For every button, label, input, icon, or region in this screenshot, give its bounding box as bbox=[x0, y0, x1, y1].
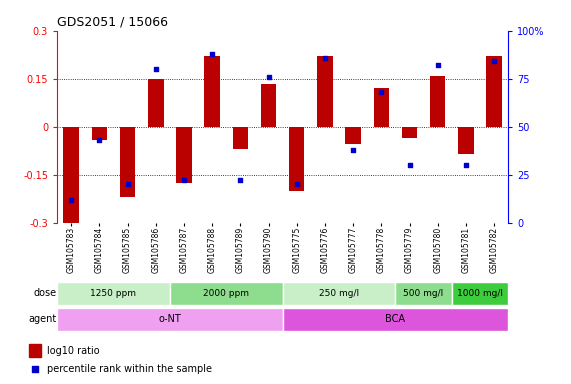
Point bbox=[151, 66, 160, 72]
Bar bbox=[91, 127, 107, 139]
Bar bbox=[63, 127, 79, 223]
Text: 500 mg/l: 500 mg/l bbox=[404, 289, 444, 298]
FancyBboxPatch shape bbox=[57, 281, 170, 305]
FancyBboxPatch shape bbox=[452, 281, 508, 305]
Text: dose: dose bbox=[34, 288, 57, 298]
Point bbox=[67, 197, 76, 203]
Point bbox=[377, 89, 386, 95]
FancyBboxPatch shape bbox=[57, 308, 283, 331]
FancyBboxPatch shape bbox=[283, 281, 395, 305]
Point bbox=[123, 181, 132, 187]
Point bbox=[348, 147, 357, 153]
Bar bbox=[402, 127, 417, 138]
Point bbox=[292, 181, 301, 187]
Point bbox=[461, 162, 471, 168]
Bar bbox=[204, 56, 220, 127]
Bar bbox=[148, 79, 163, 127]
Text: agent: agent bbox=[29, 314, 57, 324]
Text: BCA: BCA bbox=[385, 314, 405, 324]
Text: 250 mg/l: 250 mg/l bbox=[319, 289, 359, 298]
Point bbox=[405, 162, 414, 168]
Bar bbox=[317, 56, 333, 127]
Bar bbox=[430, 76, 445, 127]
Bar bbox=[345, 127, 361, 144]
Point bbox=[95, 137, 104, 143]
Point bbox=[30, 366, 39, 372]
Text: 1250 ppm: 1250 ppm bbox=[90, 289, 136, 298]
Point bbox=[236, 177, 245, 184]
Point bbox=[264, 74, 273, 80]
Bar bbox=[176, 127, 192, 183]
Bar bbox=[486, 56, 502, 127]
Text: 2000 ppm: 2000 ppm bbox=[203, 289, 250, 298]
Bar bbox=[232, 127, 248, 149]
Bar bbox=[29, 344, 41, 357]
Point bbox=[208, 51, 217, 57]
Bar bbox=[261, 84, 276, 127]
Bar bbox=[289, 127, 304, 191]
FancyBboxPatch shape bbox=[170, 281, 283, 305]
Bar bbox=[458, 127, 474, 154]
Text: log10 ratio: log10 ratio bbox=[47, 346, 99, 356]
Text: 1000 mg/l: 1000 mg/l bbox=[457, 289, 503, 298]
Bar bbox=[373, 88, 389, 127]
Bar bbox=[120, 127, 135, 197]
FancyBboxPatch shape bbox=[395, 281, 452, 305]
Point bbox=[179, 177, 188, 184]
Point bbox=[489, 58, 498, 65]
Point bbox=[433, 62, 443, 68]
FancyBboxPatch shape bbox=[283, 308, 508, 331]
Text: o-NT: o-NT bbox=[159, 314, 181, 324]
Text: GDS2051 / 15066: GDS2051 / 15066 bbox=[57, 15, 168, 28]
Point bbox=[320, 55, 329, 61]
Text: percentile rank within the sample: percentile rank within the sample bbox=[47, 364, 212, 374]
